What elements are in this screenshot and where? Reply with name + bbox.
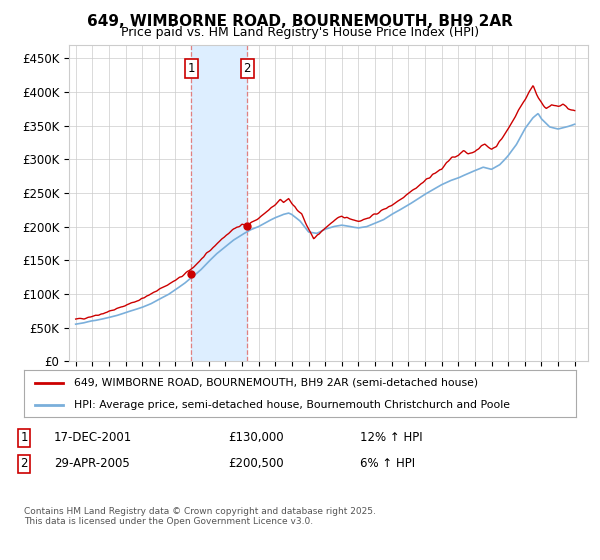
Text: 29-APR-2005: 29-APR-2005 [54,457,130,470]
Text: £130,000: £130,000 [228,431,284,445]
Text: 12% ↑ HPI: 12% ↑ HPI [360,431,422,445]
Text: 649, WIMBORNE ROAD, BOURNEMOUTH, BH9 2AR: 649, WIMBORNE ROAD, BOURNEMOUTH, BH9 2AR [87,14,513,29]
Text: HPI: Average price, semi-detached house, Bournemouth Christchurch and Poole: HPI: Average price, semi-detached house,… [74,400,509,410]
Text: 649, WIMBORNE ROAD, BOURNEMOUTH, BH9 2AR (semi-detached house): 649, WIMBORNE ROAD, BOURNEMOUTH, BH9 2AR… [74,378,478,388]
Text: 1: 1 [188,62,195,75]
Text: 1: 1 [20,431,28,445]
Text: 17-DEC-2001: 17-DEC-2001 [54,431,132,445]
Text: £200,500: £200,500 [228,457,284,470]
Text: 6% ↑ HPI: 6% ↑ HPI [360,457,415,470]
Text: Contains HM Land Registry data © Crown copyright and database right 2025.
This d: Contains HM Land Registry data © Crown c… [24,507,376,526]
Text: Price paid vs. HM Land Registry's House Price Index (HPI): Price paid vs. HM Land Registry's House … [121,26,479,39]
Bar [191,45,247,361]
Text: 2: 2 [244,62,251,75]
Text: 2: 2 [20,457,28,470]
